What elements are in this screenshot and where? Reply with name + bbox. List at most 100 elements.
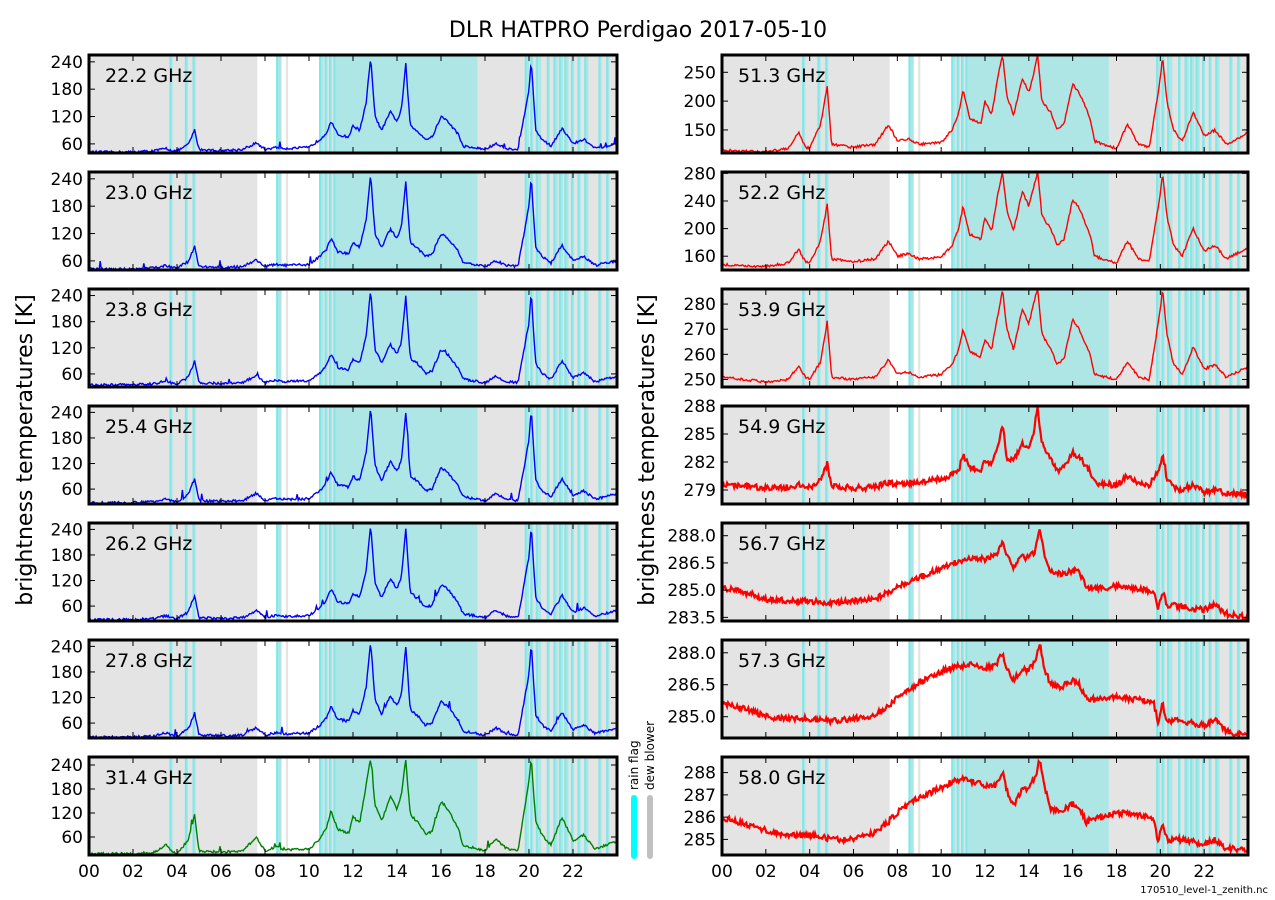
- dew-blower-span: [89, 523, 258, 621]
- rain-flag-span: [531, 289, 534, 387]
- rain-flag-span: [952, 757, 956, 855]
- rain-flag-span: [599, 289, 602, 387]
- x-tick-label: 18: [1106, 862, 1128, 882]
- rain-flag-span: [1230, 55, 1233, 153]
- filename-footer: 170510_level-1_zenith.nc: [1140, 885, 1268, 896]
- y-tick-label: 260: [684, 345, 716, 365]
- rain-flag-span: [193, 55, 196, 153]
- rain-flag-span: [1185, 406, 1189, 504]
- y-tick-label: 286.5: [667, 676, 716, 696]
- rain-flag-span: [559, 523, 564, 621]
- rain-flag-span: [1185, 757, 1189, 855]
- dew-blower-span: [722, 523, 890, 621]
- rain-flag-span: [547, 523, 550, 621]
- rain-flag-span: [961, 523, 965, 621]
- dew-blower-span: [285, 172, 289, 270]
- rain-flag-span: [803, 172, 806, 270]
- x-tick-label: 00: [711, 862, 733, 882]
- y-tick-label: 60: [61, 828, 83, 848]
- rain-flag-span: [1185, 55, 1189, 153]
- dew-blower-span: [722, 757, 890, 855]
- axes-frame: [720, 53, 1250, 155]
- rain-flag-span: [803, 640, 806, 738]
- rain-flag-span: [826, 757, 829, 855]
- rain-flag-span: [1216, 640, 1220, 738]
- rain-flag-span: [325, 172, 328, 270]
- rain-flag-span: [578, 757, 581, 855]
- y-tick-label: 283.5: [667, 608, 716, 628]
- y-axis-label-right: brightness temperatures [K]: [635, 294, 660, 605]
- rain-flag-span: [325, 523, 328, 621]
- rain-flag-span: [961, 289, 965, 387]
- rain-flag-span: [607, 172, 610, 270]
- rain-flag-span: [957, 406, 960, 504]
- axes-frame: [720, 638, 1250, 740]
- rain-flag-span: [571, 640, 575, 738]
- rain-flag-span: [531, 172, 534, 270]
- channel-label: 51.3 GHz: [738, 65, 825, 87]
- y-tick-label: 60: [61, 597, 83, 617]
- legend: rain flag dew blower: [627, 721, 657, 859]
- rain-flag-span: [325, 406, 328, 504]
- rain-flag-span: [1168, 55, 1173, 153]
- rain-flag-span: [1178, 640, 1182, 738]
- y-tick-label: 180: [51, 80, 83, 100]
- rain-flag-span: [277, 289, 282, 387]
- rain-flag-span: [334, 406, 478, 504]
- rain-flag-span: [607, 289, 610, 387]
- rain-flag-span: [818, 55, 821, 153]
- rain-flag-span: [325, 289, 328, 387]
- rain-flag-span: [554, 640, 558, 738]
- channel-label: 53.9 GHz: [738, 299, 825, 321]
- rain-flag-span: [334, 523, 478, 621]
- y-tick-label: 60: [61, 252, 83, 272]
- rain-flag-span: [1185, 640, 1189, 738]
- channel-label: 26.2 GHz: [105, 533, 192, 555]
- rain-flag-span: [966, 289, 1109, 387]
- y-tick-label: 200: [684, 92, 716, 112]
- y-tick-label: 286.5: [667, 554, 716, 574]
- rain-flag-span: [1196, 55, 1200, 153]
- rain-flag-span: [329, 406, 333, 504]
- rain-flag-span: [325, 640, 328, 738]
- rain-flag-span: [525, 523, 529, 621]
- x-tick-label: 14: [1018, 862, 1040, 882]
- channel-label: 25.4 GHz: [105, 416, 192, 438]
- axes-frame: [87, 755, 619, 857]
- rain-flag-span: [607, 55, 610, 153]
- y-tick-label: 287: [684, 786, 716, 806]
- rain-flag-span: [803, 406, 806, 504]
- rain-flag-span: [554, 172, 558, 270]
- rain-flag-span: [1216, 289, 1220, 387]
- x-tick-label: 14: [386, 862, 408, 882]
- rain-flag-span: [826, 55, 829, 153]
- rain-flag-span: [1230, 640, 1233, 738]
- rain-flag-span: [320, 406, 324, 504]
- rain-flag-span: [185, 55, 188, 153]
- y-tick-label: 270: [684, 320, 716, 340]
- rain-flag-span: [1191, 523, 1195, 621]
- rain-flag-span: [826, 640, 829, 738]
- rain-flag-span: [952, 406, 956, 504]
- rain-flag-span: [525, 289, 529, 387]
- rain-flag-span: [803, 523, 806, 621]
- rain-flag-span: [957, 640, 960, 738]
- dew-blower-span: [722, 55, 890, 153]
- rain-flag-span: [329, 523, 333, 621]
- x-tick-label: 10: [298, 862, 320, 882]
- dew-blower-span: [89, 289, 258, 387]
- rain-flag-span: [554, 757, 558, 855]
- rain-flag-span: [320, 289, 324, 387]
- dew-blower-span: [918, 523, 921, 621]
- rain-flag-span: [1191, 757, 1195, 855]
- y-tick-label: 60: [61, 480, 83, 500]
- dew-blower-span: [918, 757, 921, 855]
- rain-flag-span: [1162, 640, 1165, 738]
- rain-flag-span: [559, 55, 564, 153]
- rain-flag-span: [1203, 640, 1206, 738]
- panel-23-0-ghz: 60 120 180 240 23.0 GHz: [51, 170, 619, 272]
- y-tick-label: 120: [51, 339, 83, 359]
- series-line: [722, 758, 1248, 855]
- rain-flag-span: [1203, 523, 1206, 621]
